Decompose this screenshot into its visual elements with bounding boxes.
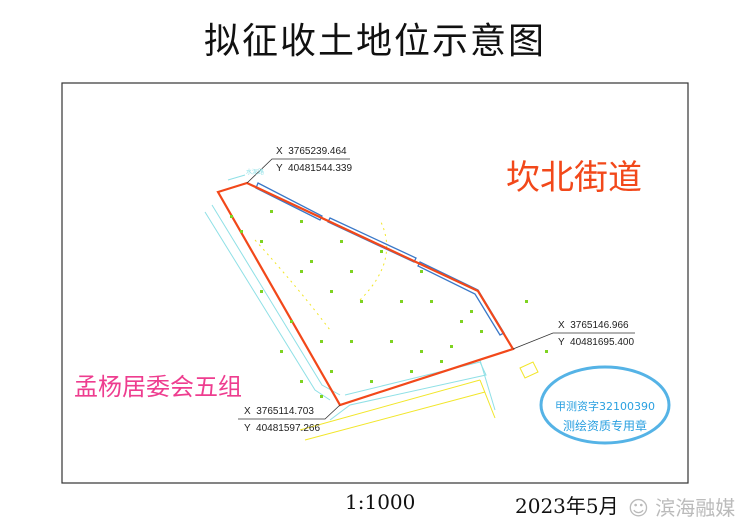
coord-e-y: Y 40481695.400	[558, 337, 635, 348]
map-date: 2023年5月	[515, 494, 619, 518]
vegetation-mark	[330, 370, 333, 373]
vegetation-mark	[230, 215, 233, 218]
vegetation-mark	[330, 290, 333, 293]
dotted-contour	[254, 219, 388, 331]
vegetation-mark	[240, 230, 243, 233]
vegetation-mark	[420, 350, 423, 353]
road-label: 水泥路	[246, 168, 264, 176]
vegetation-mark	[310, 260, 313, 263]
vegetation-mark	[380, 250, 383, 253]
coord-s-y: Y 40481597.266	[244, 423, 321, 434]
map-scale: 1:1000	[345, 490, 416, 514]
vegetation-mark	[460, 320, 463, 323]
stamp-line2: 测绘资质专用章	[563, 418, 647, 433]
vegetation-mark	[270, 210, 273, 213]
wechat-icon: ☺	[628, 496, 656, 520]
vegetation-mark	[320, 340, 323, 343]
yellow-lines	[299, 361, 539, 441]
vegetation-marks	[230, 210, 548, 398]
vegetation-mark	[390, 340, 393, 343]
vegetation-mark	[470, 310, 473, 313]
village-label: 孟杨居委会五组	[74, 373, 242, 401]
vegetation-mark	[340, 240, 343, 243]
coord-nw-x: X 3765239.464	[276, 146, 347, 157]
street-label: 坎北街道	[506, 158, 642, 198]
coord-e-x: X 3765146.966	[558, 320, 629, 331]
coord-nw-y: Y 40481544.339	[276, 163, 353, 174]
vegetation-mark	[410, 370, 413, 373]
map-frame	[61, 82, 689, 484]
leader-lines	[238, 158, 635, 420]
vegetation-mark	[480, 330, 483, 333]
vegetation-mark	[400, 300, 403, 303]
vegetation-mark	[350, 340, 353, 343]
vegetation-mark	[260, 240, 263, 243]
watermark-text: 滨海融媒	[655, 496, 736, 520]
page-title: 拟征收土地位示意图	[203, 21, 546, 62]
vegetation-mark	[300, 220, 303, 223]
vegetation-mark	[320, 395, 323, 398]
vegetation-mark	[300, 270, 303, 273]
vegetation-mark	[430, 300, 433, 303]
vegetation-mark	[350, 270, 353, 273]
vegetation-mark	[450, 345, 453, 348]
vegetation-mark	[420, 270, 423, 273]
stamp-line1: 甲测资字32100390	[555, 399, 655, 413]
watermark: ☺ 滨海融媒	[628, 492, 735, 521]
road-lines	[204, 174, 496, 421]
vegetation-mark	[545, 350, 548, 353]
vegetation-mark	[280, 350, 283, 353]
vegetation-mark	[360, 300, 363, 303]
vegetation-mark	[370, 380, 373, 383]
vegetation-mark	[300, 380, 303, 383]
survey-stamp: 甲测资字32100390 测绘资质专用章	[539, 365, 671, 445]
vegetation-mark	[440, 360, 443, 363]
vegetation-mark	[525, 300, 528, 303]
vegetation-mark	[260, 290, 263, 293]
land-boundary	[216, 181, 515, 407]
coord-s-x: X 3765114.703	[244, 406, 314, 417]
vegetation-mark	[290, 320, 293, 323]
